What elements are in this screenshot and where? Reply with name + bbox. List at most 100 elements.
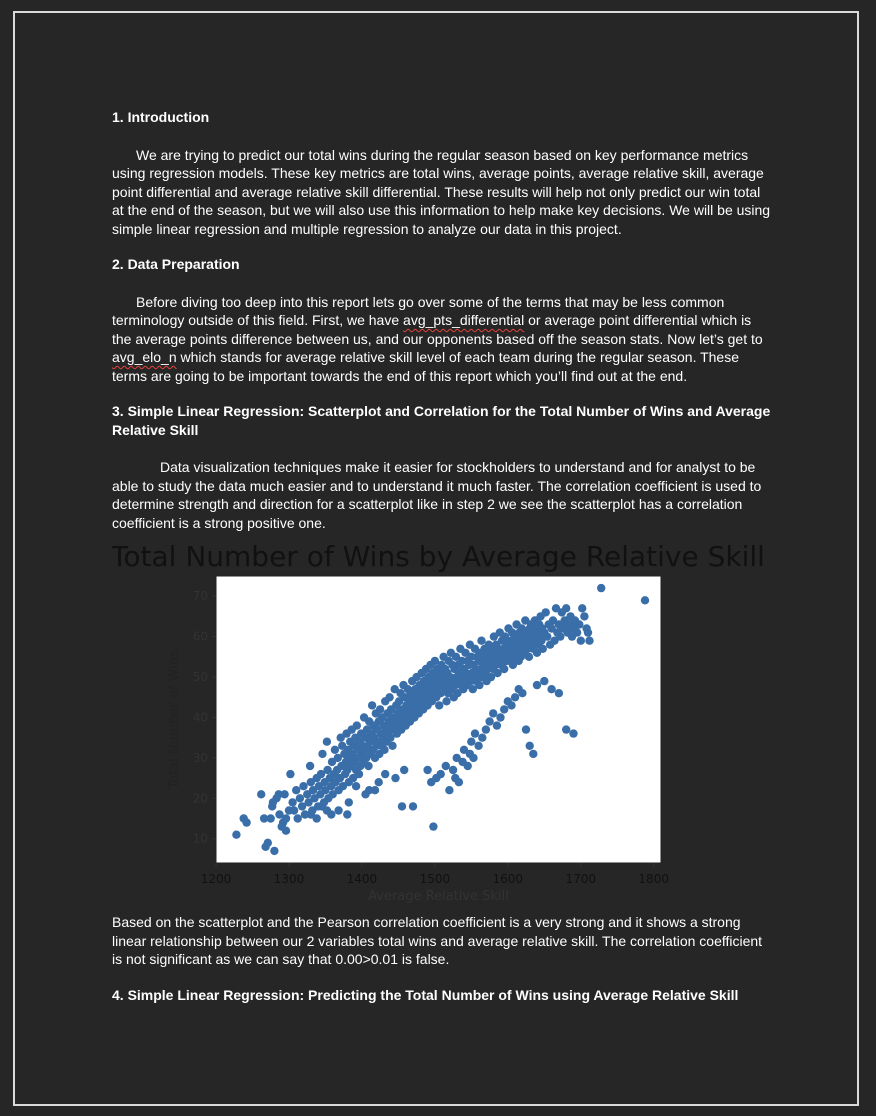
scatter-point — [486, 672, 496, 682]
scatter-point — [521, 725, 531, 734]
scatter-point — [288, 798, 297, 807]
scatter-point — [489, 709, 498, 718]
scatter-point — [257, 790, 266, 799]
section-2-paragraph: Before diving too deep into this report … — [112, 293, 772, 386]
scatter-point — [344, 798, 353, 807]
scatter-point — [328, 790, 337, 799]
scatter-point — [572, 628, 582, 637]
scatter-point — [468, 685, 477, 694]
chart-title: Total Number of Wins by Average Relative… — [112, 540, 764, 573]
section-2-text-1: Before diving too deep into this report … — [112, 293, 725, 329]
y-tick-label: 30 — [193, 751, 208, 765]
section-2-text-3: which stands for average relative skill … — [112, 349, 740, 384]
section-1-heading: 1. Introduction — [112, 109, 210, 125]
scatter-point — [375, 705, 385, 714]
scatter-point — [232, 830, 241, 839]
scatter-point — [548, 616, 558, 625]
scatter-point — [391, 773, 400, 783]
scatter-point — [305, 761, 315, 771]
scatter-chart: Total Number of Wins by Average Relative… — [112, 538, 764, 910]
y-tick-label: 40 — [193, 710, 208, 724]
section-3-conclusion: Based on the scatterplot and the Pearson… — [112, 914, 763, 967]
scatter-point — [354, 769, 364, 779]
scatter-point — [303, 790, 312, 799]
term-avg-pts-differential: avg_pts_differential — [403, 312, 525, 328]
scatter-point — [275, 810, 284, 819]
term-avg-elo-n: avg_elo_n — [112, 349, 177, 365]
scatter-point — [423, 765, 432, 775]
scatter-point — [547, 624, 556, 633]
scatter-point — [467, 652, 476, 661]
scatter-point — [308, 786, 318, 795]
scatter-point — [293, 814, 302, 823]
scatter-point — [474, 741, 483, 750]
section-4-heading: 4. Simple Linear Regression: Predicting … — [112, 986, 739, 1003]
scatter-point — [478, 733, 487, 742]
scatter-point — [556, 632, 565, 641]
section-3-heading: 3. Simple Linear Regression: Scatterplot… — [112, 403, 771, 438]
scatter-point — [562, 725, 571, 734]
scatter-point — [442, 697, 451, 706]
scatter-point — [351, 782, 361, 791]
scatter-point — [538, 644, 547, 653]
scatter-point — [381, 769, 390, 779]
scatter-point — [500, 664, 509, 674]
scatter-point — [292, 786, 301, 795]
scatter-point — [492, 721, 502, 730]
scatter-point — [321, 786, 330, 795]
document-body-continued: Based on the scatterplot and the Pearson… — [112, 913, 772, 1004]
scatter-point — [274, 790, 283, 799]
scatter-point — [475, 680, 484, 690]
scatter-point — [489, 632, 499, 641]
x-tick-label: 1600 — [493, 872, 524, 886]
scatter-point — [281, 814, 291, 823]
scatter-point — [259, 814, 269, 823]
scatter-point — [441, 761, 450, 771]
scatter-point — [485, 717, 494, 726]
scatter-point — [547, 685, 556, 694]
scatter-point — [463, 761, 472, 771]
scatter-point — [348, 773, 358, 783]
scatter-point — [299, 782, 308, 791]
x-tick-label: 1300 — [274, 872, 305, 886]
scatter-point — [525, 741, 534, 750]
scatter-point — [543, 632, 552, 641]
scatter-point — [397, 802, 407, 811]
scatter-point — [386, 733, 395, 742]
y-axis-label: Total Number of Wins — [167, 650, 182, 790]
scatter-point — [569, 729, 578, 738]
scatter-point — [537, 636, 546, 645]
scatter-point — [306, 810, 315, 819]
scatter-point — [493, 668, 502, 678]
scatter-point — [454, 778, 464, 787]
scatter-point — [470, 729, 480, 738]
scatter-point — [400, 765, 409, 775]
scatter-point — [380, 745, 389, 754]
scatter-point — [524, 652, 534, 661]
y-tick-label: 70 — [193, 589, 208, 603]
scatter-point — [318, 749, 327, 759]
scatter-point — [336, 733, 345, 742]
scatter-point — [562, 604, 571, 613]
scatter-point — [452, 753, 461, 763]
scatter-point — [306, 778, 315, 787]
section-1-paragraph: We are trying to predict our total wins … — [112, 146, 771, 237]
scatter-point — [295, 794, 305, 803]
document-body: 1. Introduction We are trying to predict… — [112, 108, 772, 532]
scatter-point — [338, 782, 348, 791]
scatter-point — [365, 786, 374, 795]
x-tick-label: 1400 — [347, 872, 378, 886]
scatter-point — [385, 693, 394, 702]
x-tick-label: 1800 — [638, 872, 669, 886]
x-axis-label: Average Relative Skill — [368, 889, 509, 904]
scatter-point — [289, 806, 299, 815]
scatter-point — [554, 689, 564, 698]
scatter-point — [297, 802, 307, 811]
scatter-point — [550, 636, 559, 645]
scatter-point — [469, 753, 478, 763]
y-tick-label: 50 — [193, 670, 208, 684]
scatter-point — [507, 701, 516, 710]
scatter-point — [518, 689, 527, 698]
scatter-point — [451, 652, 461, 661]
scatter-point — [374, 778, 383, 787]
